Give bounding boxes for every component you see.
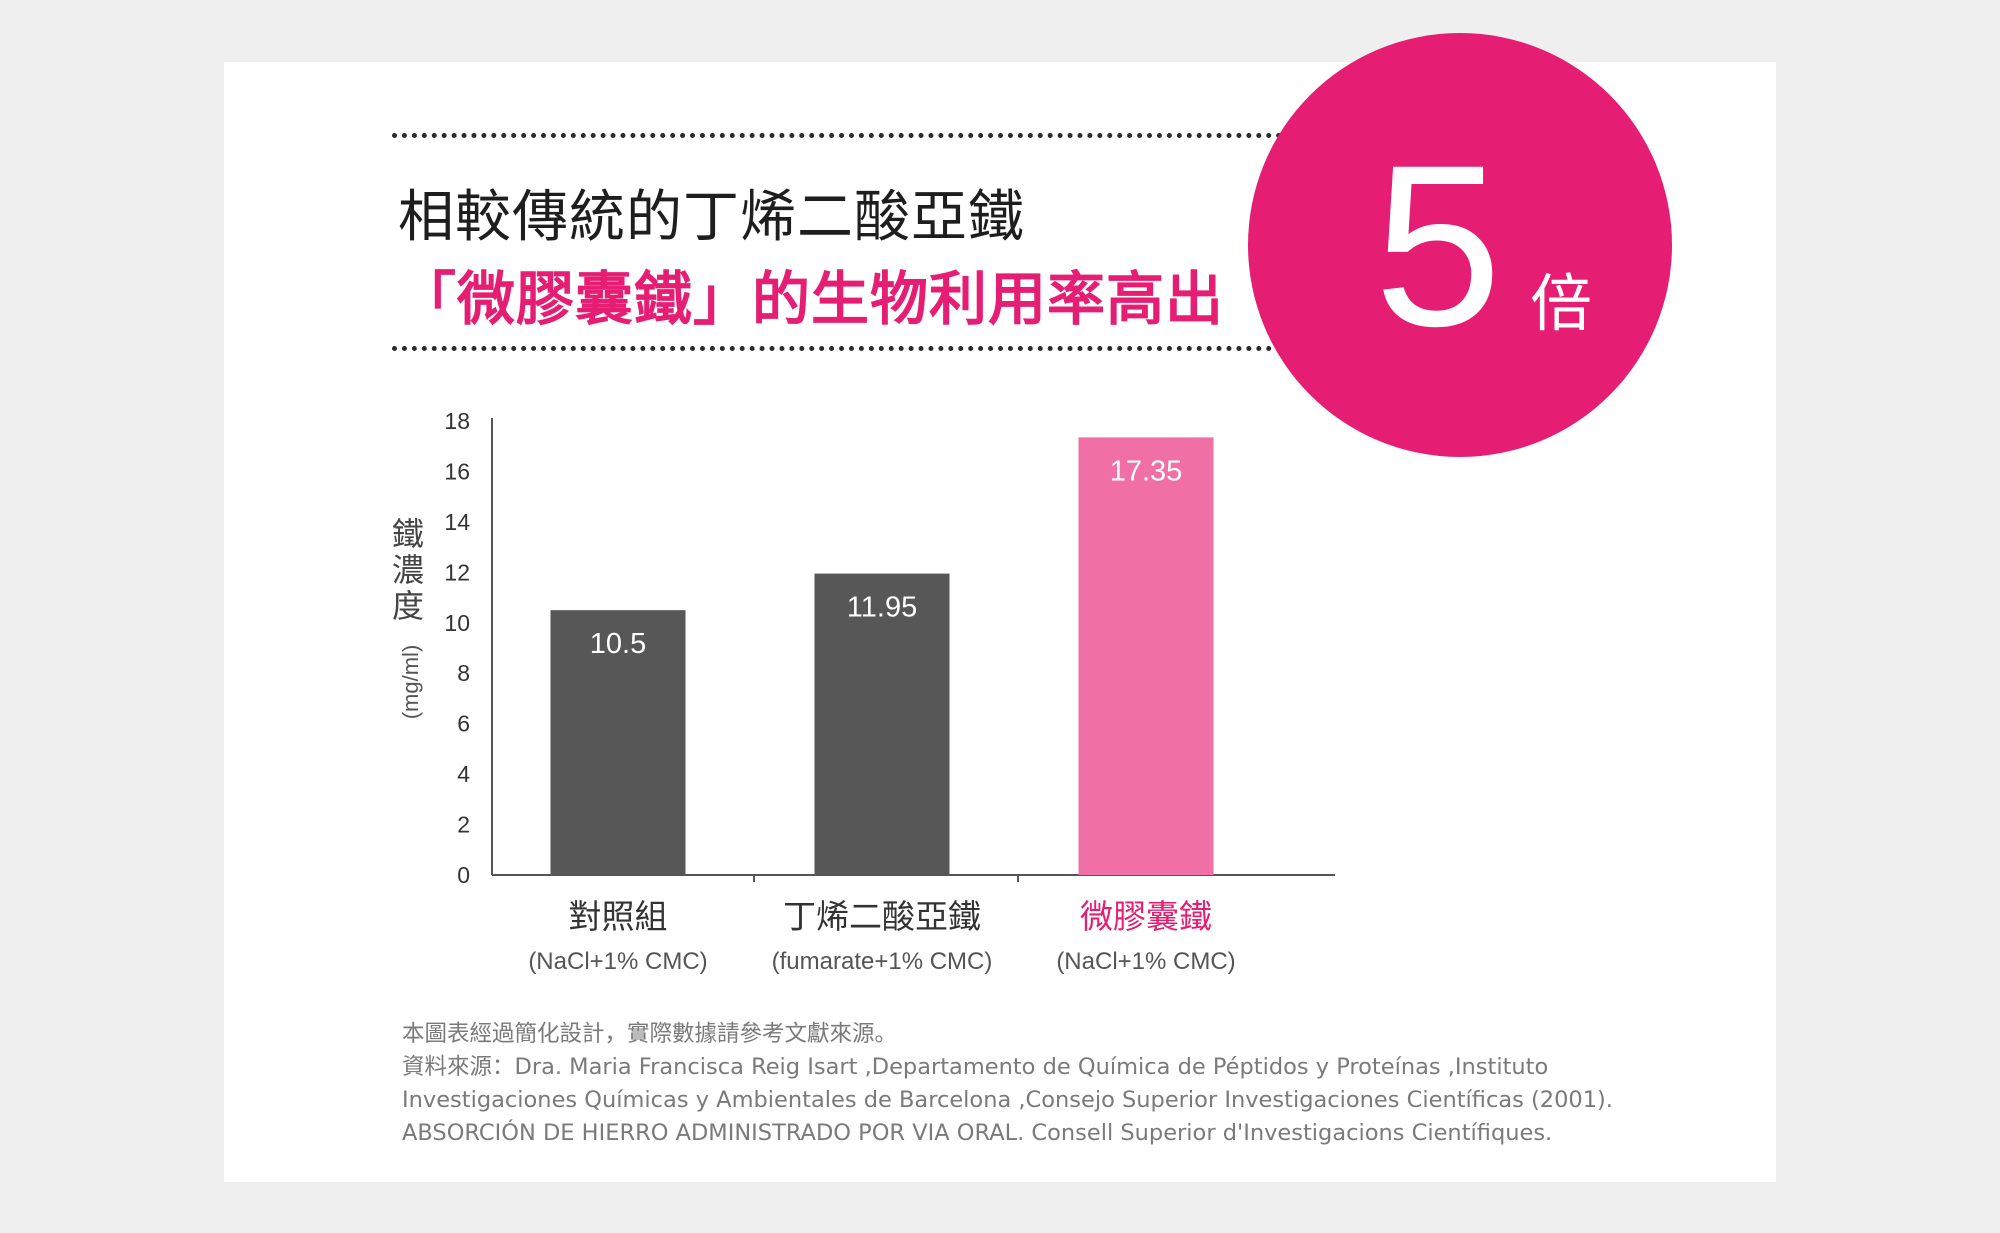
- badge-unit: 倍: [1530, 267, 1593, 340]
- y-tick-label: 14: [444, 509, 470, 535]
- x-subcategory-label: (NaCl+1% CMC): [1056, 948, 1235, 975]
- y-tick-label: 10: [444, 610, 470, 636]
- y-axis-title-char: 度: [392, 587, 424, 625]
- y-tick-label: 18: [444, 408, 470, 434]
- x-category-label: 微膠囊鐵: [1080, 897, 1212, 936]
- headline-line-1: 相較傳統的丁烯二酸亞鐵: [398, 185, 1025, 250]
- y-axis-title-char: 鐵: [392, 515, 424, 553]
- y-axis-title-char: 濃: [392, 551, 424, 589]
- y-tick-label: 0: [457, 862, 470, 888]
- footnote-line-4: ABSORCIÓN DE HIERRO ADMINISTRADO POR VIA…: [402, 1120, 1553, 1146]
- bar-value-label: 11.95: [847, 592, 917, 624]
- y-tick-label: 2: [457, 812, 470, 838]
- y-tick-label: 12: [444, 559, 470, 585]
- y-tick-label: 8: [457, 660, 470, 686]
- footnote-line-3: Investigaciones Químicas y Ambientales d…: [402, 1087, 1613, 1113]
- source-footnote: 本圖表經過簡化設計，實際數據請參考文獻來源。 資料來源：Dra. Maria F…: [402, 1018, 1613, 1150]
- bar: [814, 573, 950, 875]
- y-tick-label: 6: [457, 711, 470, 737]
- bar: [550, 610, 686, 875]
- badge-number: 5: [1374, 117, 1502, 374]
- x-subcategory-label: (fumarate+1% CMC): [772, 948, 993, 975]
- bar-value-label: 10.5: [590, 628, 646, 660]
- bar: [1078, 437, 1214, 875]
- y-tick-label: 4: [457, 761, 470, 787]
- dotted-divider-bottom: [392, 346, 1292, 351]
- x-category-label: 丁烯二酸亞鐵: [783, 897, 981, 936]
- footnote-line-1: 本圖表經過簡化設計，實際數據請參考文獻來源。: [402, 1021, 898, 1047]
- multiplier-badge: 5 倍: [1248, 33, 1672, 457]
- headline-line-2: 「微膠囊鐵」的生物利用率高出: [398, 265, 1225, 333]
- y-axis-unit: (mg/ml): [398, 645, 423, 720]
- x-category-label: 對照組: [569, 897, 668, 936]
- dotted-divider-top: [392, 133, 1292, 138]
- y-tick-label: 16: [444, 458, 470, 484]
- footnote-line-2: 資料來源：Dra. Maria Francisca Reig Isart ,De…: [402, 1054, 1549, 1080]
- x-subcategory-label: (NaCl+1% CMC): [528, 948, 707, 975]
- bar-value-label: 17.35: [1110, 455, 1183, 487]
